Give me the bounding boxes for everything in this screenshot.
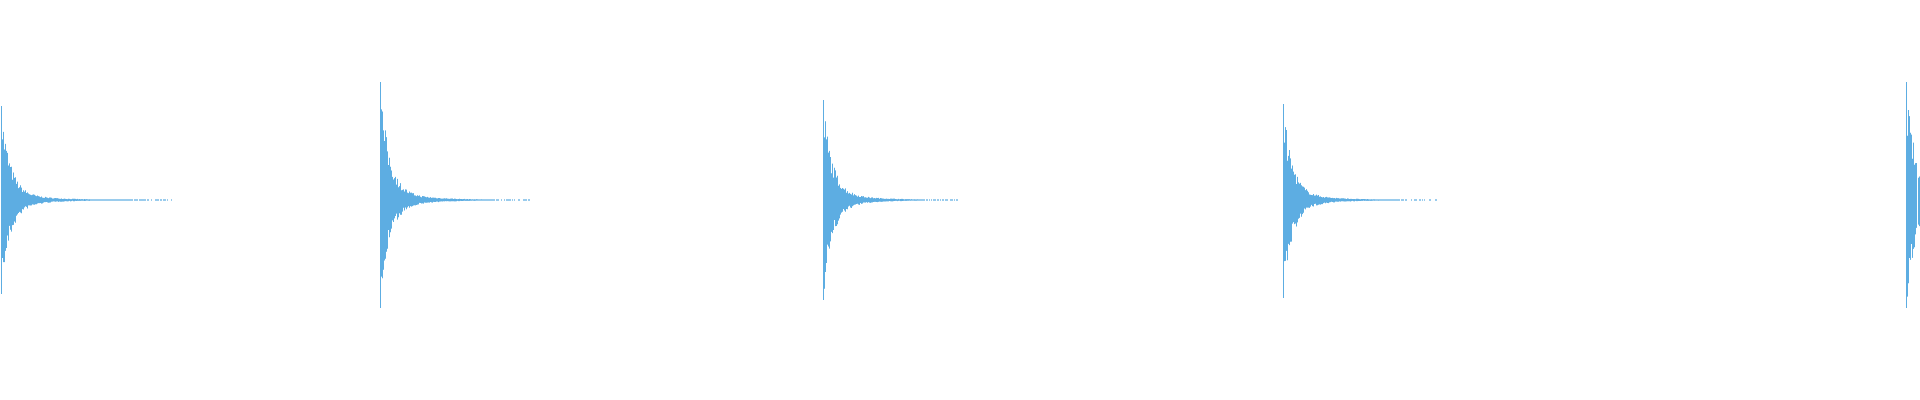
waveform-bars xyxy=(1,82,1920,308)
